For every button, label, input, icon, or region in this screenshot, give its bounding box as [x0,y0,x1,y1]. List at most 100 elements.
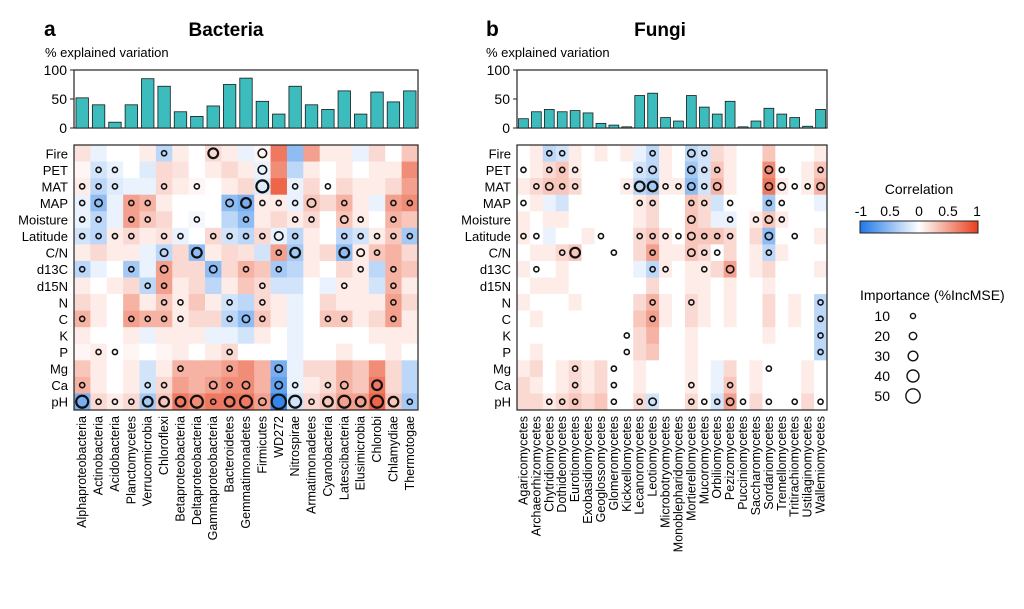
heatmap-cell [368,244,386,262]
importance-circle [95,398,102,406]
column-label: Acidobacteria [108,416,122,492]
heatmap-cell [385,310,402,328]
heatmap-cell [710,178,724,195]
importance-level-label: 40 [874,368,890,384]
heatmap-cell [336,277,353,295]
importance-circle [688,381,695,389]
heatmap-cell [788,360,802,378]
heatmap-cell [710,277,724,295]
heatmap-cell [607,343,621,361]
heatmap-cell [188,211,206,229]
heatmap-cell [90,327,108,345]
heatmap-cell [568,393,582,411]
heatmap-cell [594,178,608,195]
heatmap-cell [106,178,124,195]
importance-circle [190,246,203,259]
heatmap-cell [254,393,271,411]
importance-circle [226,348,233,356]
heatmap-cell [594,393,608,411]
panel-letter: b [486,18,499,41]
heatmap-cell [270,376,288,394]
heatmap-cell [188,376,206,394]
importance-circle [144,315,152,323]
importance-circle [533,183,540,190]
heatmap-cell [775,327,789,345]
column-label: Monoblepharidomycetes [671,416,685,552]
heatmap-cell [385,343,402,361]
heatmap-cell [139,260,157,278]
heatmap-cell [814,277,828,295]
heatmap-cell [254,145,271,162]
column-label: Mortierellomycetes [684,416,698,521]
heatmap-cell [139,294,157,311]
heatmap-cell [352,260,370,278]
importance-circle [78,265,86,273]
heatmap-cell [620,260,634,278]
importance-circle [177,232,184,240]
heatmap-cell [672,343,686,361]
heatmap-cells [73,144,419,411]
column-label: Pezizomycetes [723,416,737,500]
importance-circle [369,394,385,409]
heatmap-cell [401,360,419,378]
importance-circle [712,181,722,191]
heatmap-cell [106,161,124,179]
importance-circle [533,232,540,240]
heatmap-cell [319,194,337,212]
heatmap-cell [205,161,222,179]
heatmap-cell [697,227,712,245]
heatmap-cell [385,277,402,295]
correlation-tick-label: 1 [973,203,981,219]
heatmap-cell [529,310,544,328]
heatmap-cell [801,161,815,179]
column-label: Archaeorhizomycetes [529,416,543,536]
importance-circle [371,379,383,392]
importance-circle [686,165,696,175]
importance-circle [686,248,696,258]
importance-circle [610,398,618,406]
heatmap-cell [221,376,239,394]
heatmap-cell [555,211,569,229]
bar [91,104,106,129]
heatmap-cell [801,194,815,212]
heatmap-cell [336,294,353,311]
heatmap-cell [633,327,647,345]
heatmap-cell [517,277,531,295]
heatmap-cell [155,145,173,162]
importance-circle [700,398,708,406]
heatmap-cell [74,310,91,328]
importance-circle [208,264,218,274]
heatmap-cell [697,145,712,162]
heatmap-cell [123,194,140,212]
heatmap-cell [237,161,255,179]
importance-circle [686,215,696,225]
row-label: Ca [51,378,68,393]
importance-circle [390,265,397,273]
heatmap-cell [568,194,582,212]
heatmap-cell [270,244,288,262]
importance-circle [726,381,734,389]
heatmap-cell [123,343,140,361]
heatmap-cell [620,343,634,361]
heatmap-cell [736,178,750,195]
heatmap-cell [237,310,255,328]
heatmap-cell [286,260,304,278]
heatmap-cell [319,244,337,262]
heatmap-cell [620,244,634,262]
column-label: Tremellomycetes [775,416,789,511]
heatmap-cell [139,145,157,162]
importance-circle [700,166,708,174]
heatmap-cell [270,145,288,162]
y-tick-label: 100 [44,62,68,78]
heatmap-cell [607,161,621,179]
heatmap-cell [607,277,621,295]
heatmap-cell [762,227,776,245]
heatmap-cell [237,343,255,361]
heatmap-cell [106,343,124,361]
heatmap-cell [155,178,173,195]
heatmap-cell [723,227,737,245]
heatmap-cell [555,277,569,295]
heatmap-cell [270,178,288,195]
heatmap-cell [237,327,255,345]
importance-circle [159,264,169,274]
